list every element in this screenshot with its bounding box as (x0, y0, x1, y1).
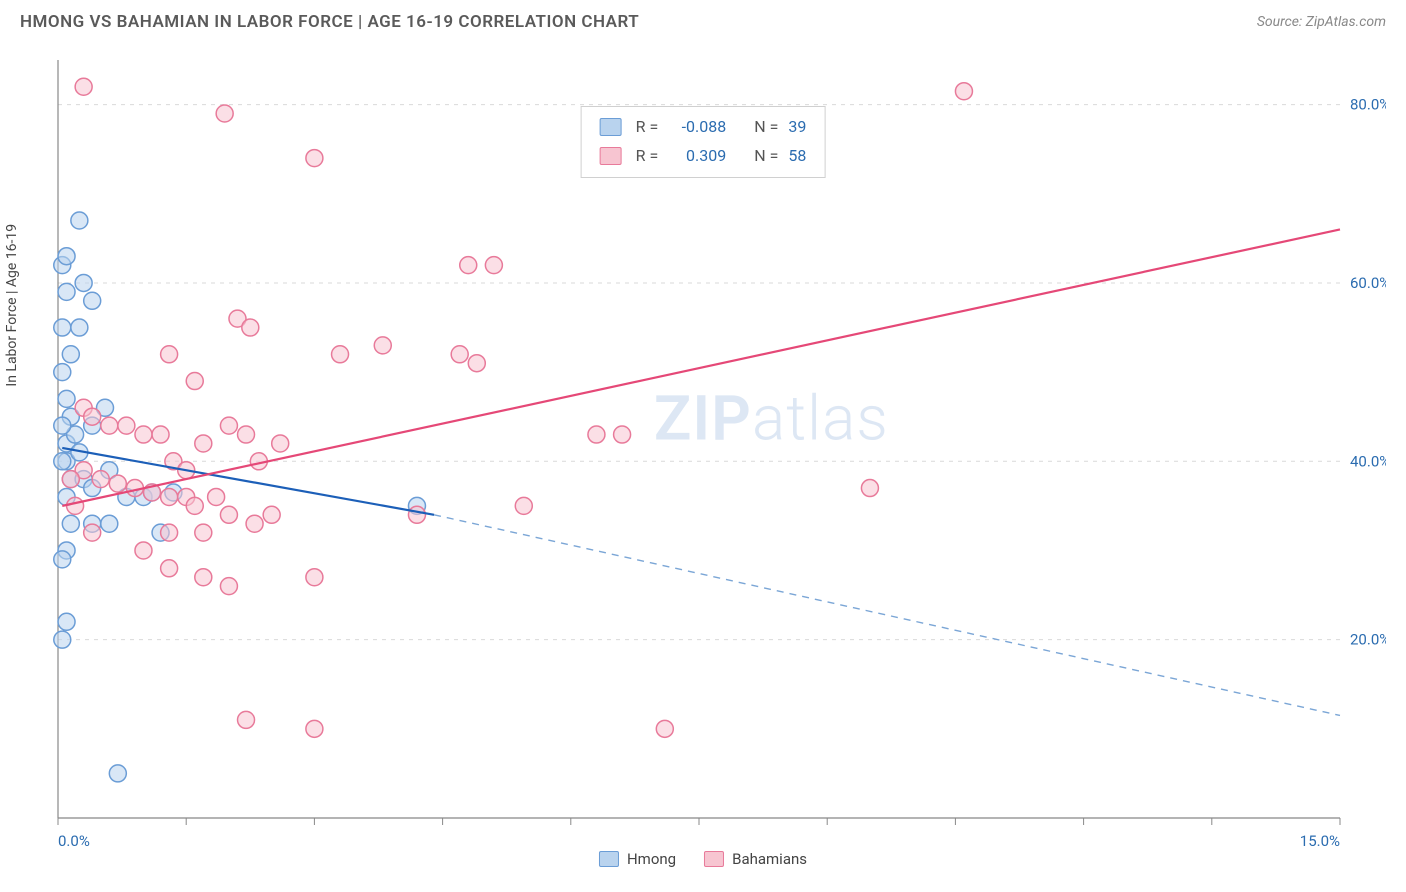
data-point (54, 631, 71, 648)
trend-line-extrapolated (434, 515, 1340, 716)
legend-item: Hmong (599, 850, 676, 868)
data-point (208, 488, 225, 505)
y-tick-label: 80.0% (1350, 96, 1386, 114)
data-point (54, 453, 71, 470)
data-point (71, 212, 88, 229)
legend-r-label: R = (636, 113, 659, 142)
legend-label: Bahamians (732, 850, 807, 868)
data-point (408, 506, 425, 523)
data-point (118, 417, 135, 434)
legend-r-value: 0.309 (668, 142, 726, 171)
data-point (272, 435, 289, 452)
y-tick-label: 40.0% (1350, 452, 1386, 470)
data-point (161, 488, 178, 505)
data-point (161, 524, 178, 541)
data-point (195, 524, 212, 541)
data-point (306, 720, 323, 737)
data-point (468, 355, 485, 372)
correlation-legend: R = -0.088 N = 39 R = 0.309 N = 58 (581, 106, 826, 178)
data-point (75, 274, 92, 291)
y-axis-label: In Labor Force | Age 16-19 (4, 224, 20, 387)
data-point (84, 292, 101, 309)
data-point (220, 417, 237, 434)
data-point (58, 390, 75, 407)
data-point (109, 765, 126, 782)
data-point (54, 417, 71, 434)
data-point (374, 337, 391, 354)
data-point (62, 346, 79, 363)
data-point (84, 408, 101, 425)
y-tick-label: 60.0% (1350, 274, 1386, 292)
data-point (195, 435, 212, 452)
data-point (246, 515, 263, 532)
trend-line (62, 229, 1340, 505)
data-point (54, 551, 71, 568)
data-point (238, 426, 255, 443)
data-point (614, 426, 631, 443)
data-point (238, 711, 255, 728)
data-point (109, 475, 126, 492)
source-label: Source: ZipAtlas.com (1257, 14, 1386, 30)
data-point (186, 497, 203, 514)
legend-n-value: 58 (788, 142, 806, 171)
data-point (54, 319, 71, 336)
data-point (135, 426, 152, 443)
data-point (101, 417, 118, 434)
data-point (220, 578, 237, 595)
data-point (62, 515, 79, 532)
legend-r-value: -0.088 (668, 113, 726, 142)
data-point (306, 569, 323, 586)
data-point (861, 480, 878, 497)
legend-swatch (600, 118, 622, 136)
data-point (220, 506, 237, 523)
data-point (216, 105, 233, 122)
data-point (588, 426, 605, 443)
chart-title: HMONG VS BAHAMIAN IN LABOR FORCE | AGE 1… (20, 12, 639, 32)
data-point (152, 426, 169, 443)
data-point (71, 319, 88, 336)
data-point (161, 346, 178, 363)
legend-swatch (600, 147, 622, 165)
data-point (84, 524, 101, 541)
legend-n-label: N = (754, 113, 778, 142)
data-point (161, 560, 178, 577)
data-point (101, 515, 118, 532)
data-point (58, 283, 75, 300)
data-point (195, 569, 212, 586)
header: HMONG VS BAHAMIAN IN LABOR FORCE | AGE 1… (0, 0, 1406, 40)
data-point (955, 83, 972, 100)
data-point (62, 471, 79, 488)
data-point (306, 150, 323, 167)
data-point (135, 542, 152, 559)
series-legend: Hmong Bahamians (599, 850, 807, 868)
data-point (263, 506, 280, 523)
legend-swatch (704, 851, 724, 867)
data-point (332, 346, 349, 363)
data-point (58, 613, 75, 630)
x-tick-label: 0.0% (58, 832, 90, 850)
data-point (58, 248, 75, 265)
data-point (656, 720, 673, 737)
legend-item: Bahamians (704, 850, 807, 868)
legend-r-label: R = (636, 142, 659, 171)
legend-swatch (599, 851, 619, 867)
chart-area: In Labor Force | Age 16-19 ZIPatlas 20.0… (20, 48, 1386, 872)
y-tick-label: 20.0% (1350, 631, 1386, 649)
data-point (54, 364, 71, 381)
data-point (242, 319, 259, 336)
legend-row: R = -0.088 N = 39 (600, 113, 807, 142)
legend-n-label: N = (754, 142, 778, 171)
data-point (75, 78, 92, 95)
data-point (460, 257, 477, 274)
data-point (186, 373, 203, 390)
data-point (515, 497, 532, 514)
data-point (67, 497, 84, 514)
legend-label: Hmong (627, 850, 676, 868)
data-point (451, 346, 468, 363)
data-point (485, 257, 502, 274)
legend-row: R = 0.309 N = 58 (600, 142, 807, 171)
x-tick-label: 15.0% (1300, 832, 1340, 850)
legend-n-value: 39 (788, 113, 806, 142)
data-point (92, 471, 109, 488)
